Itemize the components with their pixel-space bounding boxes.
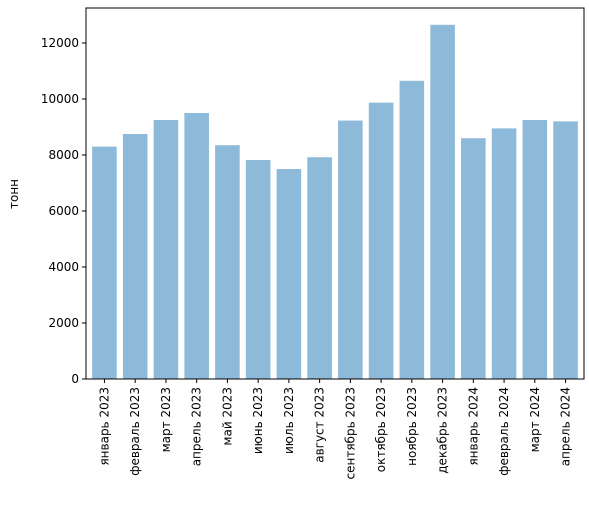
x-tick-label-7: август 2023 bbox=[313, 387, 327, 463]
bar-3 bbox=[184, 113, 209, 379]
x-tick-label-2: март 2023 bbox=[159, 387, 173, 452]
plot-frame bbox=[85, 7, 585, 380]
y-tick-label-0: 0 bbox=[71, 372, 79, 386]
y-tick-label-6: 12000 bbox=[41, 36, 79, 50]
x-tick-label-15: апрель 2024 bbox=[559, 387, 573, 466]
x-tick-label-5: июнь 2023 bbox=[251, 387, 265, 454]
x-axis: январь 2023 февраль 2023 март 2023 апрель 2… bbox=[97, 379, 573, 479]
y-axis: 0 2000 4000 6000 8000 10000 12000 bbox=[41, 36, 86, 386]
bar-12 bbox=[461, 138, 486, 379]
bar-13 bbox=[491, 128, 517, 379]
bar-1 bbox=[122, 134, 148, 379]
y-tick-label-1: 2000 bbox=[48, 316, 79, 330]
bar-6 bbox=[276, 169, 302, 379]
bar-10 bbox=[399, 80, 425, 380]
x-tick-label-6: июль 2023 bbox=[282, 387, 296, 454]
y-tick-label-5: 10000 bbox=[41, 92, 79, 106]
x-tick-label-4: май 2023 bbox=[220, 387, 234, 446]
x-tick-label-1: февраль 2023 bbox=[128, 387, 142, 476]
bar-8 bbox=[338, 120, 363, 379]
bar-7 bbox=[307, 157, 332, 379]
x-tick-label-13: февраль 2024 bbox=[497, 387, 511, 476]
y-tick-label-2: 4000 bbox=[48, 260, 79, 274]
x-tick-label-0: январь 2023 bbox=[97, 387, 111, 466]
bar-11 bbox=[430, 24, 455, 380]
bar-9 bbox=[368, 102, 394, 379]
bar-5 bbox=[245, 160, 271, 379]
bars-group bbox=[92, 24, 578, 380]
x-tick-label-9: октябрь 2023 bbox=[374, 387, 388, 472]
x-tick-label-11: декабрь 2023 bbox=[436, 387, 450, 474]
x-tick-label-3: апрель 2023 bbox=[190, 387, 204, 466]
bar-14 bbox=[522, 120, 548, 379]
x-tick-label-12: январь 2024 bbox=[466, 387, 480, 466]
bar-0 bbox=[92, 146, 117, 379]
y-tick-label-3: 6000 bbox=[48, 204, 79, 218]
y-axis-label: тонн bbox=[7, 179, 21, 209]
y-tick-label-4: 8000 bbox=[48, 148, 79, 162]
bar-4 bbox=[215, 145, 240, 379]
x-tick-label-14: март 2024 bbox=[528, 387, 542, 452]
bar-15 bbox=[553, 121, 578, 380]
bar-2 bbox=[153, 120, 179, 379]
x-tick-label-8: сентябрь 2023 bbox=[343, 387, 357, 479]
x-tick-label-10: ноябрь 2023 bbox=[405, 387, 419, 466]
